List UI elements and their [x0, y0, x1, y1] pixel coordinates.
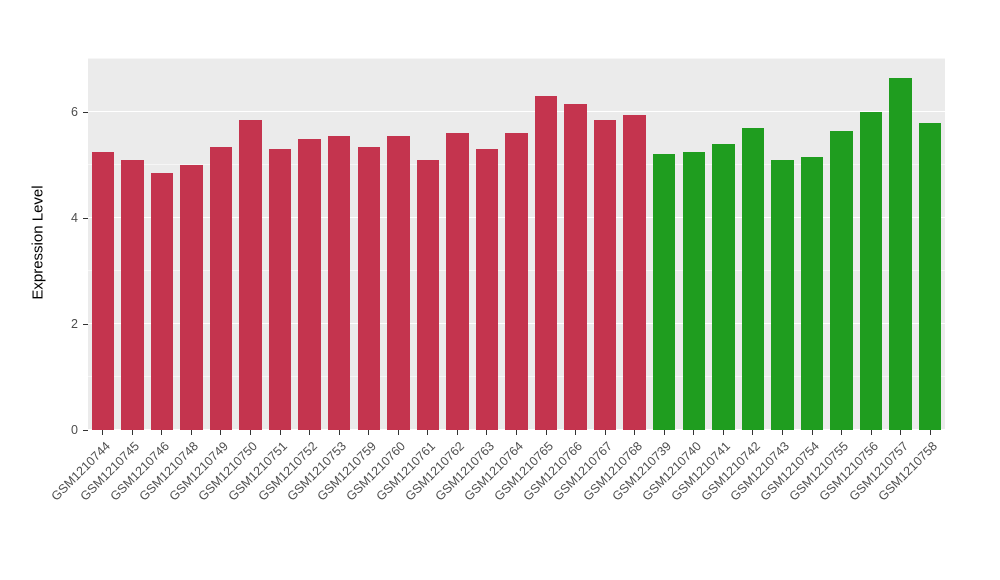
x-tick-mark — [250, 430, 252, 435]
x-tick-mark — [309, 430, 311, 435]
chart-panel — [88, 58, 945, 430]
bar — [564, 104, 587, 430]
x-tick-mark — [841, 430, 843, 435]
x-tick-mark — [722, 430, 724, 435]
x-tick-mark — [900, 430, 902, 435]
bar — [416, 159, 440, 430]
gridline-minor — [88, 58, 945, 60]
x-tick-mark — [752, 430, 754, 435]
bar — [771, 159, 794, 430]
bar — [357, 146, 380, 430]
bar — [180, 165, 203, 430]
y-axis-title: Expression Level — [29, 185, 47, 300]
y-tick-label: 2 — [71, 316, 78, 331]
bar — [121, 159, 144, 430]
x-tick-mark — [781, 430, 783, 435]
bar — [239, 120, 262, 430]
bar — [505, 133, 528, 430]
y-tick-mark — [83, 217, 88, 219]
x-tick-mark — [575, 430, 577, 435]
bar — [534, 96, 558, 430]
y-tick-mark — [83, 111, 88, 113]
bar — [859, 112, 883, 430]
gridline-major — [88, 110, 945, 113]
y-tick-mark — [83, 323, 88, 325]
bar — [712, 143, 735, 430]
bar — [889, 77, 912, 430]
x-tick-mark — [929, 430, 931, 435]
bar — [209, 146, 233, 430]
x-tick-mark — [131, 430, 133, 435]
x-tick-mark — [870, 430, 872, 435]
x-tick-mark — [693, 430, 695, 435]
y-tick-label: 6 — [71, 104, 78, 119]
bar — [653, 154, 676, 430]
x-tick-mark — [545, 430, 547, 435]
x-tick-mark — [397, 430, 399, 435]
bar — [91, 151, 114, 430]
x-tick-mark — [604, 430, 606, 435]
bar — [446, 133, 469, 430]
y-tick-mark — [83, 429, 88, 431]
bar — [387, 135, 410, 430]
y-tick-label: 0 — [71, 422, 78, 437]
x-tick-mark — [338, 430, 340, 435]
y-tick-label: 4 — [71, 210, 78, 225]
x-tick-mark — [634, 430, 636, 435]
bar — [268, 149, 292, 430]
bar — [298, 138, 321, 430]
x-tick-mark — [427, 430, 429, 435]
x-tick-mark — [663, 430, 665, 435]
x-tick-mark — [456, 430, 458, 435]
bar — [475, 149, 499, 430]
x-tick-mark — [220, 430, 222, 435]
bar — [150, 173, 174, 430]
bar — [800, 157, 824, 430]
bar — [830, 130, 853, 430]
bar — [327, 135, 351, 430]
bar — [682, 151, 706, 430]
x-tick-mark — [486, 430, 488, 435]
bar — [741, 127, 765, 430]
bar — [623, 114, 646, 430]
x-tick-mark — [279, 430, 281, 435]
bar — [593, 120, 617, 430]
x-tick-mark — [161, 430, 163, 435]
x-tick-mark — [190, 430, 192, 435]
x-tick-mark — [368, 430, 370, 435]
x-tick-mark — [811, 430, 813, 435]
x-tick-mark — [516, 430, 517, 435]
x-tick-mark — [102, 430, 104, 435]
bar — [918, 122, 942, 430]
